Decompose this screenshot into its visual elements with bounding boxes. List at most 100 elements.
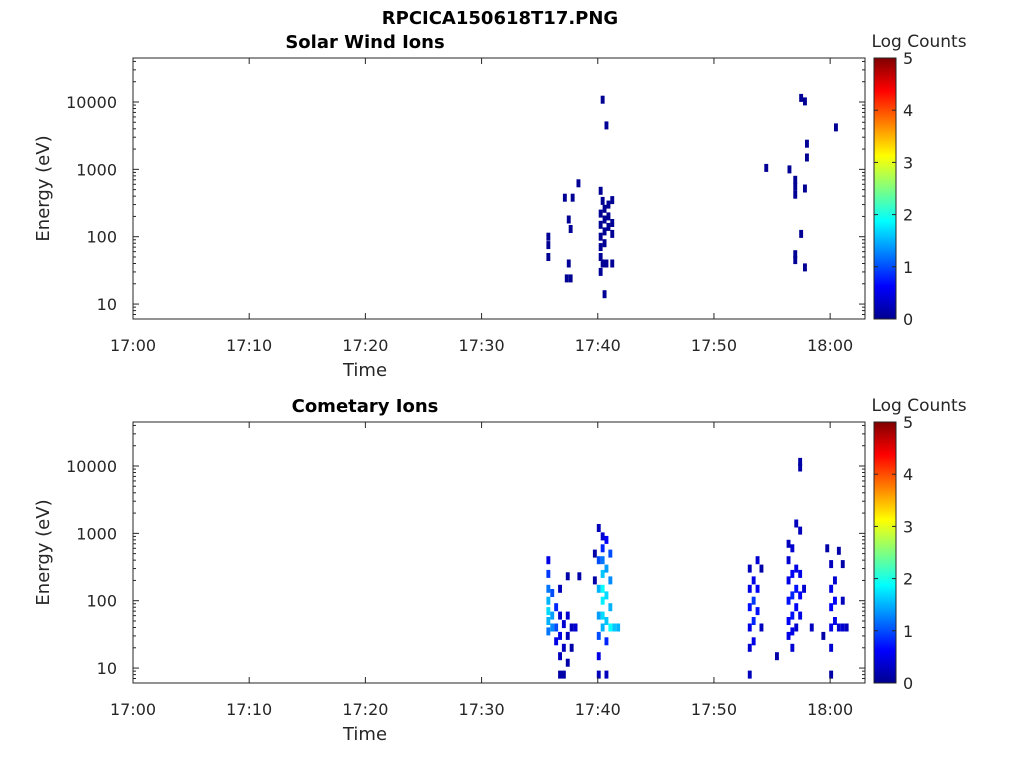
data-cell xyxy=(592,549,597,558)
data-cell xyxy=(829,560,834,569)
colorbar-tick-label: 1 xyxy=(903,258,913,277)
data-cell xyxy=(600,623,605,632)
data-cell xyxy=(608,603,613,612)
data-cell xyxy=(747,603,752,612)
data-cell xyxy=(600,596,605,605)
data-cell xyxy=(610,196,615,205)
data-cell xyxy=(598,232,603,241)
x-tick-label: 18:00 xyxy=(807,700,853,719)
data-cell xyxy=(596,556,601,565)
data-cell xyxy=(798,463,803,472)
data-cell xyxy=(576,179,581,188)
data-cell xyxy=(558,611,562,620)
data-cell xyxy=(786,576,791,585)
data-cell xyxy=(825,544,830,553)
data-cell xyxy=(794,584,799,593)
data-cell xyxy=(790,643,795,652)
data-cell xyxy=(829,643,834,652)
data-cell xyxy=(546,232,551,241)
data-cell xyxy=(844,623,849,632)
colorbar-tick-label: 5 xyxy=(903,49,913,68)
colorbar-tick-label: 2 xyxy=(903,570,913,589)
data-cell xyxy=(568,274,573,283)
x-tick-label: 18:00 xyxy=(807,336,853,355)
data-cell xyxy=(546,241,551,250)
data-cell xyxy=(840,596,845,605)
data-cell xyxy=(747,670,752,679)
data-cell xyxy=(775,652,779,661)
data-cell xyxy=(751,596,756,605)
y-tick-label: 1000 xyxy=(76,160,117,179)
data-cell xyxy=(790,544,795,553)
x-tick-label: 17:40 xyxy=(575,700,621,719)
data-cell xyxy=(829,670,834,679)
data-cell xyxy=(550,611,555,620)
data-cell xyxy=(790,627,795,636)
data-cell xyxy=(793,175,798,184)
data-cell xyxy=(596,652,601,661)
x-axis-label: Time xyxy=(342,360,387,381)
axes-frame xyxy=(132,421,866,684)
colorbar xyxy=(873,421,897,684)
data-cell xyxy=(550,589,555,597)
data-cell xyxy=(764,163,769,172)
data-cell xyxy=(786,631,791,640)
data-cell xyxy=(546,569,551,578)
data-cell xyxy=(564,274,569,283)
x-tick-label: 17:10 xyxy=(226,700,272,719)
x-tick-label: 17:30 xyxy=(459,336,505,355)
data-cell xyxy=(546,556,551,565)
data-cell xyxy=(759,564,764,573)
data-cell xyxy=(790,569,795,578)
data-cell xyxy=(803,263,807,272)
data-cell xyxy=(562,193,567,202)
data-cell xyxy=(606,212,611,221)
data-cell xyxy=(554,603,559,612)
data-cell xyxy=(747,564,752,573)
data-cell xyxy=(755,556,760,565)
data-cell xyxy=(604,121,609,130)
data-cell xyxy=(787,165,792,174)
data-cell xyxy=(600,584,605,593)
data-cell xyxy=(793,256,798,265)
data-cell xyxy=(546,253,551,261)
data-cell xyxy=(608,623,613,632)
data-cell xyxy=(790,611,795,620)
data-cell xyxy=(786,617,791,625)
data-cell xyxy=(577,572,582,581)
data-cell xyxy=(799,93,804,102)
data-cell xyxy=(602,290,607,299)
data-cell xyxy=(554,637,559,646)
data-cell xyxy=(840,560,845,569)
data-cell xyxy=(802,584,806,593)
data-cell xyxy=(604,670,609,679)
data-cell xyxy=(793,250,798,259)
y-tick-label: 10000 xyxy=(66,457,117,476)
data-cell xyxy=(790,591,795,600)
data-cell xyxy=(600,569,605,578)
data-cell xyxy=(600,95,605,104)
data-cell xyxy=(747,623,752,632)
x-tick-label: 17:40 xyxy=(575,336,621,355)
data-cell xyxy=(751,637,756,646)
data-cell xyxy=(747,584,752,593)
data-cell xyxy=(598,243,603,252)
data-cell xyxy=(546,617,551,625)
data-cell xyxy=(794,603,799,612)
data-cell xyxy=(610,219,615,227)
data-cell xyxy=(600,611,605,620)
data-cell xyxy=(600,544,605,553)
x-tick-label: 17:30 xyxy=(459,700,505,719)
data-cell xyxy=(600,556,605,565)
data-cell xyxy=(598,209,603,218)
data-cell xyxy=(598,186,603,195)
data-cell xyxy=(598,220,603,229)
data-cell xyxy=(833,596,837,605)
y-tick-label: 100 xyxy=(86,228,117,247)
data-cell xyxy=(568,225,573,233)
data-cell xyxy=(798,526,803,535)
data-cell xyxy=(602,215,607,224)
data-cell xyxy=(612,623,617,632)
data-cell xyxy=(558,652,562,661)
data-cell xyxy=(604,259,609,268)
